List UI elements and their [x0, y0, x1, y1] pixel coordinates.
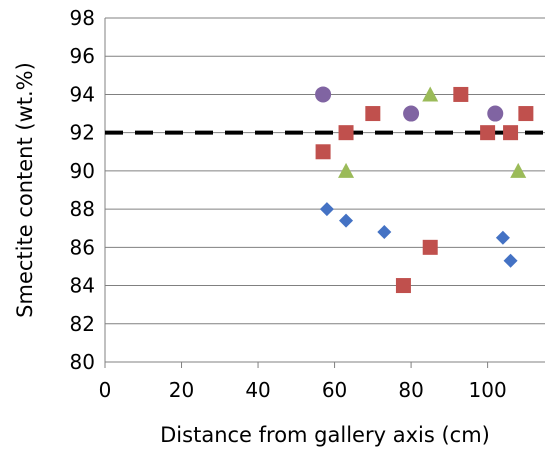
square-point	[480, 125, 496, 141]
y-tick-label: 82	[70, 312, 95, 336]
y-tick-label: 84	[70, 274, 95, 298]
circle-point	[315, 86, 332, 103]
y-tick-label: 90	[70, 159, 95, 183]
x-tick-label: 40	[245, 378, 270, 402]
y-tick-label: 98	[70, 6, 95, 30]
x-tick-labels: 0 20 40 60 80 100	[99, 378, 507, 402]
y-tick-labels: 80 82 84 86 88 90 92 94 96 98	[70, 6, 95, 374]
x-tick-label: 100	[469, 378, 507, 402]
y-tick-label: 92	[70, 121, 95, 145]
x-tick-label: 80	[398, 378, 423, 402]
square-point	[365, 106, 381, 122]
square-point	[503, 125, 519, 141]
x-tick-label: 0	[99, 378, 112, 402]
data-points	[315, 86, 534, 294]
y-axis-title: Smectite content (wt.%)	[13, 62, 37, 318]
diamond-point	[339, 213, 354, 228]
y-tick-label: 86	[70, 235, 95, 259]
x-tick-label: 20	[169, 378, 194, 402]
square-point	[338, 125, 354, 141]
square-point	[422, 239, 438, 255]
triangle-point	[338, 162, 355, 178]
diamond-point	[377, 225, 392, 240]
circle-point	[403, 105, 420, 122]
square-point	[315, 144, 331, 160]
circle-point	[487, 105, 504, 122]
diamond-point	[319, 202, 334, 217]
y-tick-label: 80	[70, 350, 95, 374]
y-tick-label: 96	[70, 44, 95, 68]
x-tick-label: 60	[322, 378, 347, 402]
triangle-point	[510, 162, 527, 178]
grid-lines	[105, 17, 545, 325]
square-point	[518, 106, 534, 122]
diamond-point	[503, 253, 518, 268]
y-tick-label: 94	[70, 82, 95, 106]
x-axis-title: Distance from gallery axis (cm)	[160, 423, 490, 447]
square-point	[395, 278, 411, 294]
square-point	[453, 86, 469, 102]
diamond-point	[495, 230, 510, 245]
triangle-point	[422, 86, 439, 102]
y-tick-label: 88	[70, 197, 95, 221]
axes	[104, 18, 545, 368]
